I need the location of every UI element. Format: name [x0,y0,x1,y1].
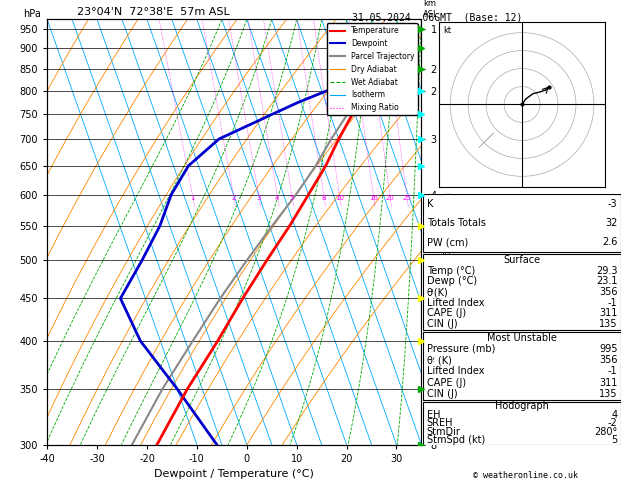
Text: PW (cm): PW (cm) [426,237,468,247]
Text: CAPE (J): CAPE (J) [426,309,466,318]
Text: Totals Totals: Totals Totals [426,218,486,228]
Text: 23°04'N  72°38'E  57m ASL: 23°04'N 72°38'E 57m ASL [77,7,230,17]
Text: -3: -3 [608,199,618,209]
Text: 23.1: 23.1 [596,276,618,286]
Text: Hodograph: Hodograph [495,401,549,411]
Text: 29.3: 29.3 [596,265,618,276]
Text: 8: 8 [321,194,326,201]
Text: hPa: hPa [23,9,41,18]
Text: 1: 1 [190,194,194,201]
Text: SREH: SREH [426,418,453,429]
Text: StmSpd (kt): StmSpd (kt) [426,435,485,446]
Y-axis label: Mixing Ratio (g/kg): Mixing Ratio (g/kg) [442,192,450,272]
Text: 10: 10 [335,194,344,201]
X-axis label: Dewpoint / Temperature (°C): Dewpoint / Temperature (°C) [154,469,314,479]
Text: 356: 356 [599,355,618,365]
Text: 135: 135 [599,319,618,329]
Text: 5: 5 [611,435,618,446]
Text: Pressure (mb): Pressure (mb) [426,344,495,354]
Text: 2: 2 [231,194,236,201]
Text: Temp (°C): Temp (°C) [426,265,475,276]
Text: 356: 356 [599,287,618,297]
Text: 311: 311 [599,378,618,388]
Text: StmDir: StmDir [426,427,460,437]
Text: 4: 4 [275,194,279,201]
Text: km
ASL: km ASL [423,0,439,18]
Text: 20: 20 [386,194,394,201]
Text: 135: 135 [599,389,618,399]
Text: CIN (J): CIN (J) [426,389,457,399]
Text: 2.6: 2.6 [602,237,618,247]
Text: -1: -1 [608,366,618,377]
Text: -2: -2 [608,418,618,429]
Text: CIN (J): CIN (J) [426,319,457,329]
Text: Lifted Index: Lifted Index [426,366,484,377]
Text: Most Unstable: Most Unstable [487,333,557,343]
Text: 995: 995 [599,344,618,354]
Text: Surface: Surface [503,255,541,265]
Text: CAPE (J): CAPE (J) [426,378,466,388]
Text: 3: 3 [257,194,261,201]
Bar [423,255,621,330]
Text: 32: 32 [605,218,618,228]
Text: 280°: 280° [594,427,618,437]
Bar [423,332,621,399]
Bar [423,194,621,252]
Text: 4: 4 [611,410,618,420]
Text: Dewp (°C): Dewp (°C) [426,276,477,286]
Legend: Temperature, Dewpoint, Parcel Trajectory, Dry Adiabat, Wet Adiabat, Isotherm, Mi: Temperature, Dewpoint, Parcel Trajectory… [326,23,418,115]
Text: -1: -1 [608,298,618,308]
Bar [423,402,621,445]
Text: 5: 5 [289,194,294,201]
Text: 25: 25 [403,194,411,201]
Text: Lifted Index: Lifted Index [426,298,484,308]
Text: kt: kt [443,26,451,35]
Text: 31.05.2024  06GMT  (Base: 12): 31.05.2024 06GMT (Base: 12) [352,12,522,22]
Text: 16: 16 [369,194,378,201]
Text: θᵎ(K): θᵎ(K) [426,287,448,297]
Text: LCL: LCL [429,423,444,432]
Text: K: K [426,199,433,209]
Text: 311: 311 [599,309,618,318]
Text: θᵎ (K): θᵎ (K) [426,355,452,365]
Text: © weatheronline.co.uk: © weatheronline.co.uk [473,471,577,480]
Text: EH: EH [426,410,440,420]
